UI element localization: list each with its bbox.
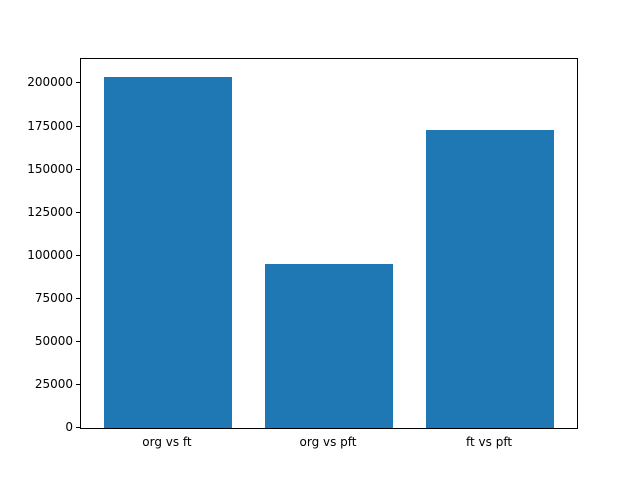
y-tick-mark <box>76 297 80 299</box>
y-tick-label: 125000 <box>27 204 73 219</box>
y-tick-mark <box>76 254 80 256</box>
x-tick-label: org vs pft <box>299 435 357 449</box>
bar-org-vs-ft <box>103 76 233 428</box>
y-tick-label: 200000 <box>27 75 73 90</box>
y-tick-mark <box>76 125 80 127</box>
y-tick-label: 25000 <box>34 376 73 391</box>
y-tick-label: 50000 <box>34 333 73 348</box>
y-tick-label: 150000 <box>27 161 73 176</box>
y-tick-label: 100000 <box>27 247 73 262</box>
bar-org-vs-pft <box>264 264 394 428</box>
y-tick-mark <box>76 340 80 342</box>
y-tick-label: 175000 <box>27 118 73 133</box>
x-tick-label: ft vs pft <box>466 435 513 449</box>
y-tick-label: 75000 <box>34 290 73 305</box>
y-tick-mark <box>76 168 80 170</box>
y-tick-mark <box>76 211 80 213</box>
y-tick-mark <box>76 82 80 84</box>
y-tick-mark <box>76 427 80 428</box>
x-tick-label: org vs ft <box>142 435 192 449</box>
y-tick-label: 0 <box>65 420 73 434</box>
y-tick-mark <box>76 383 80 385</box>
axes-plot-area <box>80 58 578 429</box>
bar-ft-vs-pft <box>425 129 555 428</box>
